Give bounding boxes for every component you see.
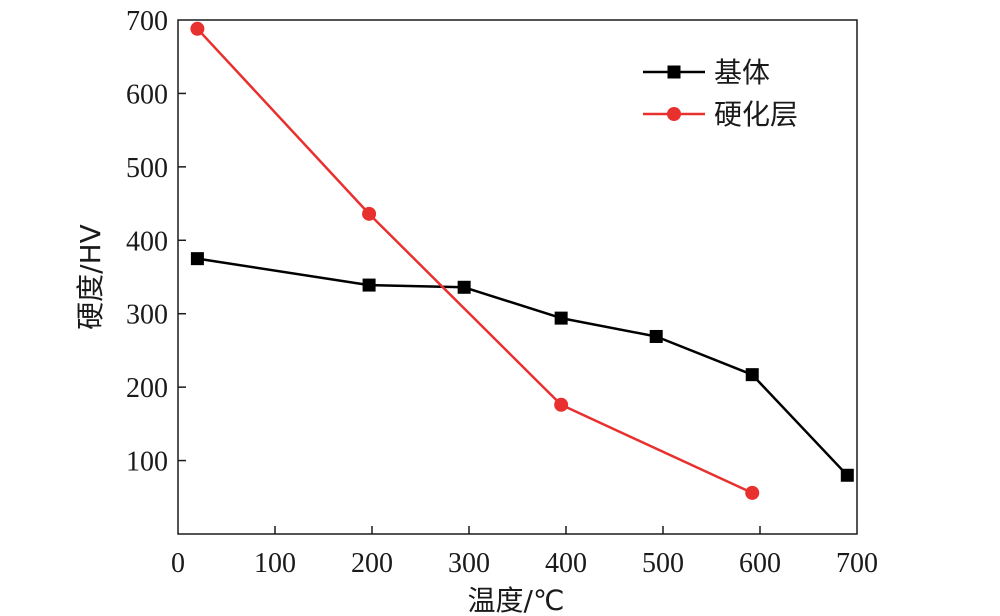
y-axis-label: 硬度/HV <box>74 224 107 330</box>
series-0 <box>190 252 854 482</box>
data-point <box>745 368 759 382</box>
y-tick-label: 400 <box>126 226 168 257</box>
data-point <box>362 206 377 221</box>
legend-marker <box>667 65 681 79</box>
x-tick-label: 300 <box>448 548 490 579</box>
data-point <box>190 252 204 266</box>
y-tick-label: 600 <box>126 79 168 110</box>
plot-frame <box>177 19 858 535</box>
data-point <box>457 280 471 294</box>
y-tick-label: 200 <box>126 373 168 404</box>
data-point <box>745 485 760 500</box>
x-axis-ticks: 0 100 200 300 400 500 600 700 <box>171 526 878 579</box>
data-point <box>362 278 376 292</box>
series-1 <box>190 21 760 500</box>
legend-item: 硬化层 <box>643 98 798 131</box>
legend-label: 基体 <box>714 56 770 89</box>
data-point <box>554 397 569 412</box>
x-tick-label: 700 <box>836 548 878 579</box>
legend-item: 基体 <box>643 56 770 89</box>
y-axis-ticks: 100 200 300 400 500 600 700 <box>126 6 186 478</box>
x-tick-label: 500 <box>642 548 684 579</box>
x-tick-label: 400 <box>545 548 587 579</box>
x-tick-label: 600 <box>739 548 781 579</box>
data-point <box>554 311 568 325</box>
x-axis-label: 温度/℃ <box>468 584 565 616</box>
x-tick-label: 100 <box>254 548 296 579</box>
y-tick-label: 100 <box>126 447 168 478</box>
series-layer <box>190 21 854 500</box>
legend-marker <box>667 107 681 121</box>
y-tick-label: 700 <box>126 6 168 37</box>
data-point <box>649 329 663 343</box>
data-point <box>840 468 854 482</box>
x-tick-label: 0 <box>171 548 185 579</box>
x-tick-label: 200 <box>351 548 393 579</box>
data-point <box>190 21 205 36</box>
series-line <box>196 27 753 495</box>
legend-label: 硬化层 <box>714 98 798 131</box>
y-tick-label: 300 <box>126 300 168 331</box>
y-tick-label: 500 <box>126 153 168 184</box>
